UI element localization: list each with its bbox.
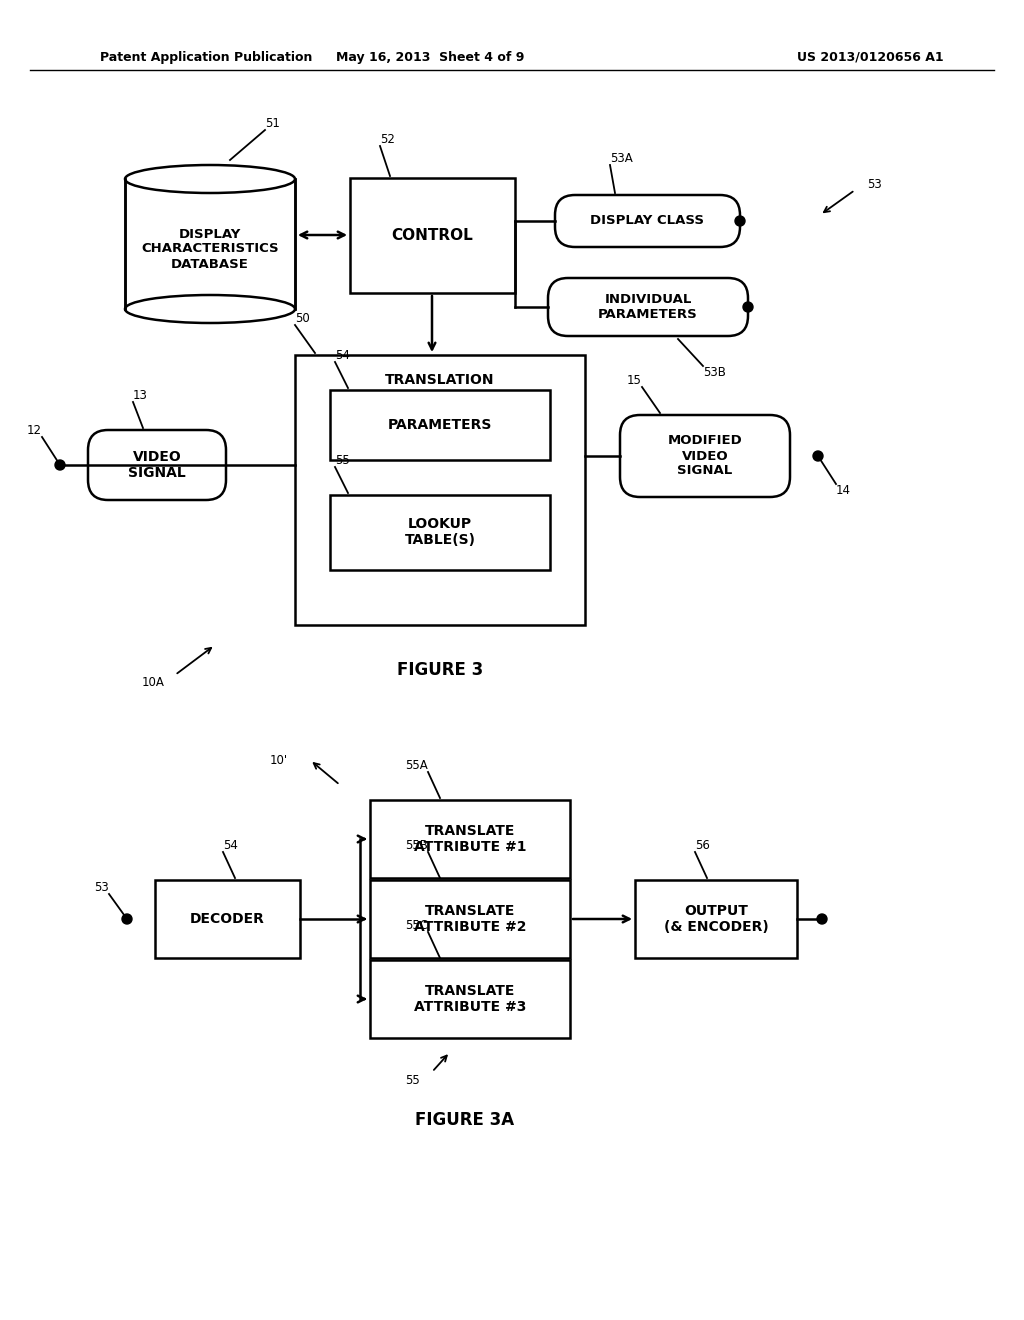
Text: 50: 50	[295, 312, 309, 325]
Text: May 16, 2013  Sheet 4 of 9: May 16, 2013 Sheet 4 of 9	[336, 50, 524, 63]
Text: 15: 15	[627, 374, 642, 387]
Circle shape	[55, 459, 65, 470]
Text: TRANSLATE
ATTRIBUTE #3: TRANSLATE ATTRIBUTE #3	[414, 983, 526, 1014]
Text: TRANSLATE
ATTRIBUTE #1: TRANSLATE ATTRIBUTE #1	[414, 824, 526, 854]
Circle shape	[813, 451, 823, 461]
Bar	[330, 495, 550, 570]
Text: LOOKUP
TABLE(S): LOOKUP TABLE(S)	[404, 517, 475, 546]
Text: 13: 13	[133, 389, 147, 403]
Circle shape	[735, 216, 745, 226]
Text: 54: 54	[335, 348, 350, 362]
Text: Patent Application Publication: Patent Application Publication	[100, 50, 312, 63]
Bar	[370, 880, 570, 958]
Bar	[370, 800, 570, 878]
Text: DISPLAY
CHARACTERISTICS
DATABASE: DISPLAY CHARACTERISTICS DATABASE	[141, 227, 279, 271]
Text: 55B: 55B	[406, 840, 428, 851]
Text: 53: 53	[867, 178, 882, 191]
Text: CONTROL: CONTROL	[391, 227, 473, 243]
Text: 53: 53	[94, 880, 109, 894]
Bar	[370, 960, 570, 1038]
Bar	[295, 355, 585, 624]
Text: 53B: 53B	[703, 366, 726, 379]
Text: 53A: 53A	[610, 152, 633, 165]
Text: TRANSLATION: TRANSLATION	[385, 374, 495, 387]
Bar	[125, 180, 295, 309]
Text: FIGURE 3: FIGURE 3	[397, 661, 483, 678]
Text: 55A: 55A	[406, 759, 428, 772]
Text: US 2013/0120656 A1: US 2013/0120656 A1	[797, 50, 943, 63]
Text: 14: 14	[836, 484, 851, 498]
Circle shape	[743, 302, 753, 312]
Text: 54: 54	[223, 840, 238, 851]
FancyBboxPatch shape	[555, 195, 740, 247]
Text: 55C: 55C	[406, 919, 428, 932]
FancyBboxPatch shape	[548, 279, 748, 337]
Circle shape	[122, 913, 132, 924]
Text: DECODER: DECODER	[189, 912, 264, 927]
Circle shape	[817, 913, 827, 924]
Bar	[635, 880, 797, 958]
Text: 52: 52	[380, 133, 395, 147]
Ellipse shape	[125, 165, 295, 193]
Text: 55: 55	[335, 454, 350, 467]
Text: MODIFIED
VIDEO
SIGNAL: MODIFIED VIDEO SIGNAL	[668, 434, 742, 478]
Text: 10A: 10A	[142, 676, 165, 689]
Text: VIDEO
SIGNAL: VIDEO SIGNAL	[128, 450, 186, 480]
Text: PARAMETERS: PARAMETERS	[388, 418, 493, 432]
Bar	[330, 389, 550, 459]
Text: 56: 56	[695, 840, 710, 851]
Text: DISPLAY CLASS: DISPLAY CLASS	[590, 214, 705, 227]
Text: 51: 51	[265, 117, 280, 129]
Text: OUTPUT
(& ENCODER): OUTPUT (& ENCODER)	[664, 904, 768, 935]
FancyBboxPatch shape	[88, 430, 226, 500]
Bar	[350, 178, 515, 293]
Text: 12: 12	[27, 424, 42, 437]
Text: TRANSLATE
ATTRIBUTE #2: TRANSLATE ATTRIBUTE #2	[414, 904, 526, 935]
FancyBboxPatch shape	[620, 414, 790, 498]
Ellipse shape	[125, 294, 295, 323]
Text: 55: 55	[406, 1073, 420, 1086]
Text: 10': 10'	[270, 754, 288, 767]
Text: INDIVIDUAL
PARAMETERS: INDIVIDUAL PARAMETERS	[598, 293, 698, 321]
Text: FIGURE 3A: FIGURE 3A	[416, 1111, 515, 1129]
Bar	[155, 880, 300, 958]
